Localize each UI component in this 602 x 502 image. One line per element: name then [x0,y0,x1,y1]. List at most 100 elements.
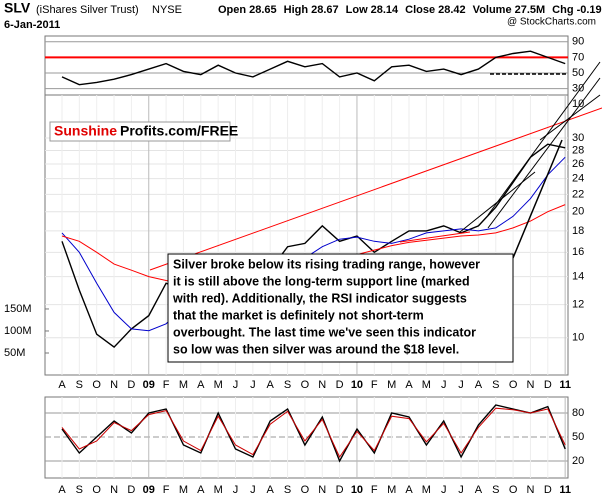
logo-black: Profits.com/FREE [120,123,238,139]
x-tick-label: F [163,379,170,391]
y-tick-label: 50 [572,67,584,79]
x-tick-label: 10 [351,484,363,496]
series-line [61,407,566,459]
x-tick-label: M [179,484,188,496]
quote-value: 28.67 [311,4,339,16]
date: 6-Jan-2011 [4,19,60,31]
y-tick-label: 70 [572,51,584,63]
x-tick-label: A [475,379,483,391]
x-tick-label: A [267,379,275,391]
y-tick-label: 16 [572,246,584,258]
series-line [61,143,566,349]
y-tick-label: 80 [572,407,584,419]
exchange: NYSE [152,4,182,16]
x-tick-label: A [58,379,66,391]
x-tick-label: 11 [559,484,571,496]
annotation-line: that the market is definitely not short-… [173,308,424,322]
trend-line [459,171,536,233]
series-line [61,50,566,86]
channel-mid [539,94,601,141]
x-tick-label: D [127,379,135,391]
x-tick-label: N [110,484,118,496]
x-tick-label: N [318,484,326,496]
quote-value: 28.42 [438,4,466,16]
x-tick-label: F [163,484,170,496]
x-tick-label: O [301,379,310,391]
y-tick-label: 30 [572,83,584,95]
x-tick-label: J [233,379,239,391]
x-tick-label: D [127,484,135,496]
quote-label: Volume [473,4,512,16]
x-tick-label: S [76,484,83,496]
quote-label: High [284,4,309,16]
quote-label: Open [218,4,246,16]
y-tick-label: 14 [572,271,584,283]
annotation-line: so low was then silver was around the $1… [173,342,459,356]
x-tick-label: O [92,379,101,391]
x-tick-label: M [214,379,223,391]
volume-tick-label: 100M [4,325,32,337]
y-tick-label: 24 [572,172,584,184]
y-tick-label: 20 [572,206,584,218]
x-tick-label: J [458,379,464,391]
x-tick-label: 09 [143,484,155,496]
y-tick-label: 18 [572,225,584,237]
series-line [61,156,566,332]
annotation-line: overbought. The last time we've seen thi… [173,325,476,339]
x-tick-label: O [509,484,518,496]
x-tick-label: M [422,379,431,391]
x-tick-label: D [544,484,552,496]
x-tick-label: F [371,484,378,496]
x-tick-label: D [544,379,552,391]
quote-value: 27.5M [515,4,546,16]
y-tick-label: 10 [572,98,584,110]
security-name: (iShares Silver Trust) [36,4,139,16]
logo-red: Sunshine [54,123,117,139]
x-tick-label: J [441,379,447,391]
x-tick-label: 10 [351,379,363,391]
y-tick-label: 22 [572,188,584,200]
y-tick-label: 50 [572,431,584,443]
x-tick-label: O [301,484,310,496]
quote-value: -0.19 (-0.66%) [577,4,602,16]
x-tick-label: 11 [559,379,571,391]
annotation-line: with red). Additionally, the RSI indicat… [172,291,467,305]
channel-upper [487,61,601,216]
x-tick-label: A [405,379,413,391]
x-tick-label: D [336,379,344,391]
x-tick-label: A [475,484,483,496]
volume-tick-label: 150M [4,303,32,315]
x-tick-label: O [92,484,101,496]
volume-tick-label: 50M [4,347,25,359]
x-tick-label: A [267,484,275,496]
x-tick-label: O [509,379,518,391]
source: @ StockCharts.com [507,17,596,28]
quote-label: Low [346,4,368,16]
x-tick-label: S [492,484,499,496]
x-tick-label: M [214,484,223,496]
x-tick-label: 09 [143,379,155,391]
y-tick-label: 10 [572,332,584,344]
x-tick-label: J [458,484,464,496]
range-line [399,231,471,243]
y-tick-label: 12 [572,299,584,311]
quote: Open 28.65 High 28.67 Low 28.14 Close 28.42 Volu… [218,4,602,16]
y-tick-label: 20 [572,455,584,467]
y-tick-label: 90 [572,36,584,48]
x-tick-label: M [387,379,396,391]
x-tick-label: M [179,379,188,391]
x-tick-label: N [526,484,534,496]
symbol: SLV [4,0,31,16]
x-tick-label: A [58,484,66,496]
x-tick-label: J [233,484,239,496]
price-frame [44,94,569,376]
x-tick-label: A [197,379,205,391]
pointer-line [512,139,563,259]
series-line [61,404,566,463]
annotation-line: Silver broke below its rising trading ra… [173,257,480,271]
x-tick-label: D [336,484,344,496]
x-tick-label: S [284,484,291,496]
x-tick-label: A [197,484,205,496]
